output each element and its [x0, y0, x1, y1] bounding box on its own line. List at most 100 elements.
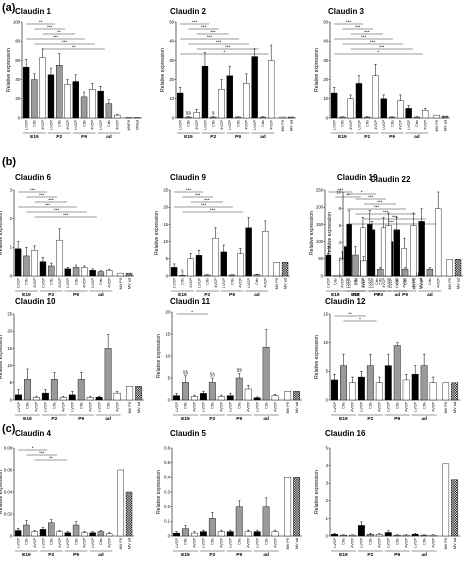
- bar: [388, 116, 396, 119]
- x-tick-label: Crtx: [236, 120, 240, 127]
- significance-label: ***: [389, 219, 395, 224]
- bar: [179, 275, 186, 277]
- bar: [429, 382, 437, 401]
- bar: [81, 532, 88, 537]
- x-tick-label: 4VCP: [35, 402, 39, 412]
- y-axis-label: Relative expression: [0, 470, 4, 514]
- bar: [97, 271, 105, 277]
- x-tick-label: MV ad: [419, 278, 423, 289]
- y-axis-label: Relative expression: [327, 212, 333, 256]
- x-tick-label: MV ad: [456, 278, 460, 289]
- group-label: P2: [353, 292, 359, 298]
- x-tick-label: 4VCP: [412, 278, 416, 288]
- x-tick-label: 4VCP: [33, 538, 37, 548]
- y-tick-label: 0: [326, 397, 329, 402]
- y-axis-label: Relative expression: [0, 335, 4, 379]
- y-tick-label: 5: [166, 256, 169, 261]
- x-tick-label: LVCP: [66, 278, 70, 288]
- y-tick-label: 0: [10, 273, 13, 278]
- chart-4: Claudin 9 Relative expression 0 5 10 15 20 25 LV…: [154, 173, 290, 298]
- significance-label: ***: [48, 197, 54, 202]
- x-tick-label: LVCP: [16, 538, 20, 548]
- bar: [56, 239, 63, 277]
- bar: [287, 116, 295, 119]
- x-tick-label: LVCP: [413, 402, 417, 412]
- y-tick-label: 0: [166, 273, 169, 278]
- x-tick-label: Crtx: [82, 120, 86, 127]
- x-tick-label: LVCP: [345, 278, 349, 288]
- x-tick-label: 4VCP: [66, 120, 70, 130]
- bar: [125, 272, 133, 277]
- bar: [380, 98, 387, 119]
- x-tick-label: LVCP: [41, 538, 45, 548]
- group-label: P2: [377, 292, 383, 298]
- significance-label: ***: [216, 39, 222, 44]
- x-tick-label: Crtx: [58, 120, 62, 127]
- y-tick-label: 0: [326, 115, 329, 120]
- significance-label: *: [378, 49, 380, 54]
- x-tick-label: 4VCP: [239, 278, 243, 288]
- bar: [24, 379, 31, 401]
- bar: [105, 103, 113, 119]
- x-tick-label: Crtx: [33, 120, 37, 127]
- x-tick-label: Crtx: [80, 402, 84, 409]
- dagger-annotation: §§: [210, 372, 216, 377]
- significance-label: ***: [204, 197, 210, 202]
- bar: [89, 88, 96, 119]
- chart-title: Claudin 19: [337, 173, 378, 182]
- bar: [234, 116, 242, 119]
- bar: [405, 108, 412, 119]
- x-tick-label: Crtx: [206, 278, 210, 285]
- y-tick-label: 4: [339, 240, 342, 245]
- y-tick-label: 15: [7, 346, 12, 351]
- bar: [135, 386, 143, 401]
- x-tick-label: 4VCP: [436, 278, 440, 288]
- chart-title: Claudin 11: [170, 297, 211, 306]
- x-tick-label: 4VCP: [89, 402, 93, 412]
- x-tick-label: 4VCP: [41, 120, 45, 130]
- significance-label: ***: [47, 24, 53, 29]
- bar: [187, 258, 194, 277]
- x-tick-label: Crtx: [396, 278, 400, 285]
- chart-title: Claudin 22: [370, 175, 411, 184]
- significance-label: ***: [346, 19, 352, 24]
- y-tick-label: 0: [168, 397, 171, 402]
- y-tick-label: 8: [339, 206, 342, 211]
- y-axis-label: Relative expression: [154, 211, 160, 255]
- x-tick-label: LVCP: [97, 402, 101, 412]
- x-tick-label: LVCP: [360, 538, 364, 548]
- significance-label: ***: [370, 39, 376, 44]
- x-tick-label: MV P9: [444, 538, 448, 549]
- x-tick-label: Crtx: [26, 402, 30, 409]
- y-tick-label: 0.3: [164, 489, 170, 494]
- bar: [360, 260, 367, 277]
- bar: [340, 365, 347, 401]
- significance-label: *: [32, 445, 34, 450]
- chart-10: Claudin 4 Relative expression 0 0.02 0.04 0.0…: [0, 429, 134, 558]
- x-tick-label: 4VCP: [341, 278, 345, 288]
- x-tick-label: LVCP: [387, 402, 391, 412]
- y-tick-label: 5: [326, 369, 329, 374]
- bar: [267, 60, 275, 119]
- y-tick-label: 15: [165, 331, 170, 336]
- bar: [397, 100, 404, 119]
- x-tick-label: LVCP: [370, 278, 374, 288]
- x-tick-label: Crtx: [181, 278, 185, 285]
- bar: [357, 376, 365, 401]
- x-tick-label: 4VCP: [115, 120, 119, 130]
- chart-title: Claudin 16: [325, 429, 366, 438]
- group-label: P2: [367, 416, 373, 422]
- significance-label: ***: [195, 192, 201, 197]
- group-label: P2: [56, 134, 62, 140]
- significance-label: ***: [39, 450, 45, 455]
- significance-label: ***: [210, 207, 216, 212]
- x-tick-label: 4VCP: [431, 538, 435, 548]
- bar: [105, 270, 113, 277]
- bar: [434, 208, 442, 277]
- group-label: E19: [351, 292, 360, 298]
- bar: [226, 395, 234, 401]
- y-tick-label: 30: [169, 58, 174, 63]
- significance-label: *: [361, 189, 363, 194]
- x-tick-label: MVP9: [127, 120, 131, 130]
- bar: [89, 532, 96, 537]
